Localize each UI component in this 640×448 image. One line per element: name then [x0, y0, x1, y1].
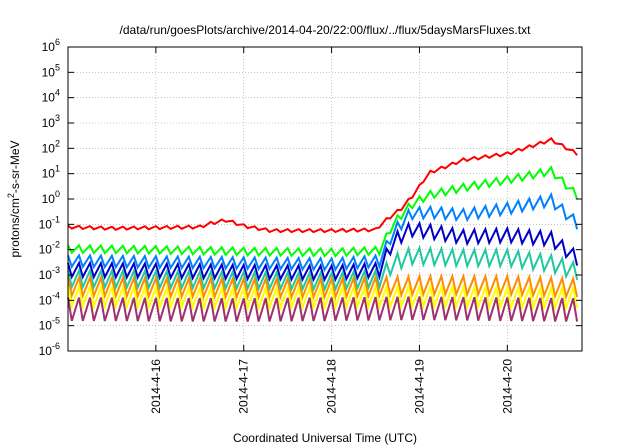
- y-tick-label: 10-5: [39, 316, 60, 333]
- y-axis-label-part-1: protons/cm: [8, 198, 22, 257]
- series-line-3: [67, 191, 579, 273]
- y-axis-label-superscript: 2: [6, 193, 16, 198]
- y-tick-label: 101: [42, 164, 60, 181]
- y-axis-label: protons/cm2-s-sr-MeV: [6, 140, 22, 257]
- data-series: [67, 136, 579, 322]
- plot-frame: [67, 46, 583, 352]
- chart-title: /data/run/goesPlots/archive/2014-04-20/2…: [120, 23, 532, 37]
- series-line-8: [67, 296, 579, 322]
- x-tick-label: 2014-4-18: [325, 359, 339, 414]
- x-tick-label: 2014-4-19: [412, 359, 426, 414]
- y-tick-label: 10-6: [39, 341, 60, 358]
- y-tick-label: 105: [42, 62, 60, 79]
- y-axis-label-part-2: -s-sr-MeV: [8, 140, 22, 193]
- y-tick-label: 10-4: [39, 290, 60, 307]
- y-axis-ticks: 10-6 10-5 10-4 10-3 10-2 10-1 100 101 102 103 104 1…: [39, 37, 582, 358]
- x-tick-label: 2014-4-17: [237, 359, 251, 414]
- series-line-7: [67, 282, 579, 312]
- series-line-1: [67, 136, 578, 234]
- series-line-4: [67, 220, 579, 283]
- x-axis-ticks: 2014-4-16 2014-4-17 2014-4-18 2014-4-19 2014…: [149, 47, 514, 414]
- y-tick-label: 106: [42, 37, 60, 54]
- series-line-2: [67, 165, 579, 258]
- y-tick-label: 10-2: [39, 240, 60, 257]
- series-line-5: [67, 244, 579, 293]
- y-tick-label: 104: [42, 88, 60, 105]
- y-tick-label: 10-1: [39, 214, 60, 231]
- y-tick-label: 100: [42, 189, 60, 206]
- y-tick-label: 10-3: [39, 265, 60, 282]
- series-line-6: [67, 272, 579, 301]
- x-axis-label: Coordinated Universal Time (UTC): [233, 431, 417, 445]
- x-tick-label: 2014-4-20: [500, 359, 514, 414]
- y-tick-label: 102: [42, 138, 60, 155]
- y-tick-label: 103: [42, 113, 60, 130]
- x-tick-label: 2014-4-16: [149, 359, 163, 414]
